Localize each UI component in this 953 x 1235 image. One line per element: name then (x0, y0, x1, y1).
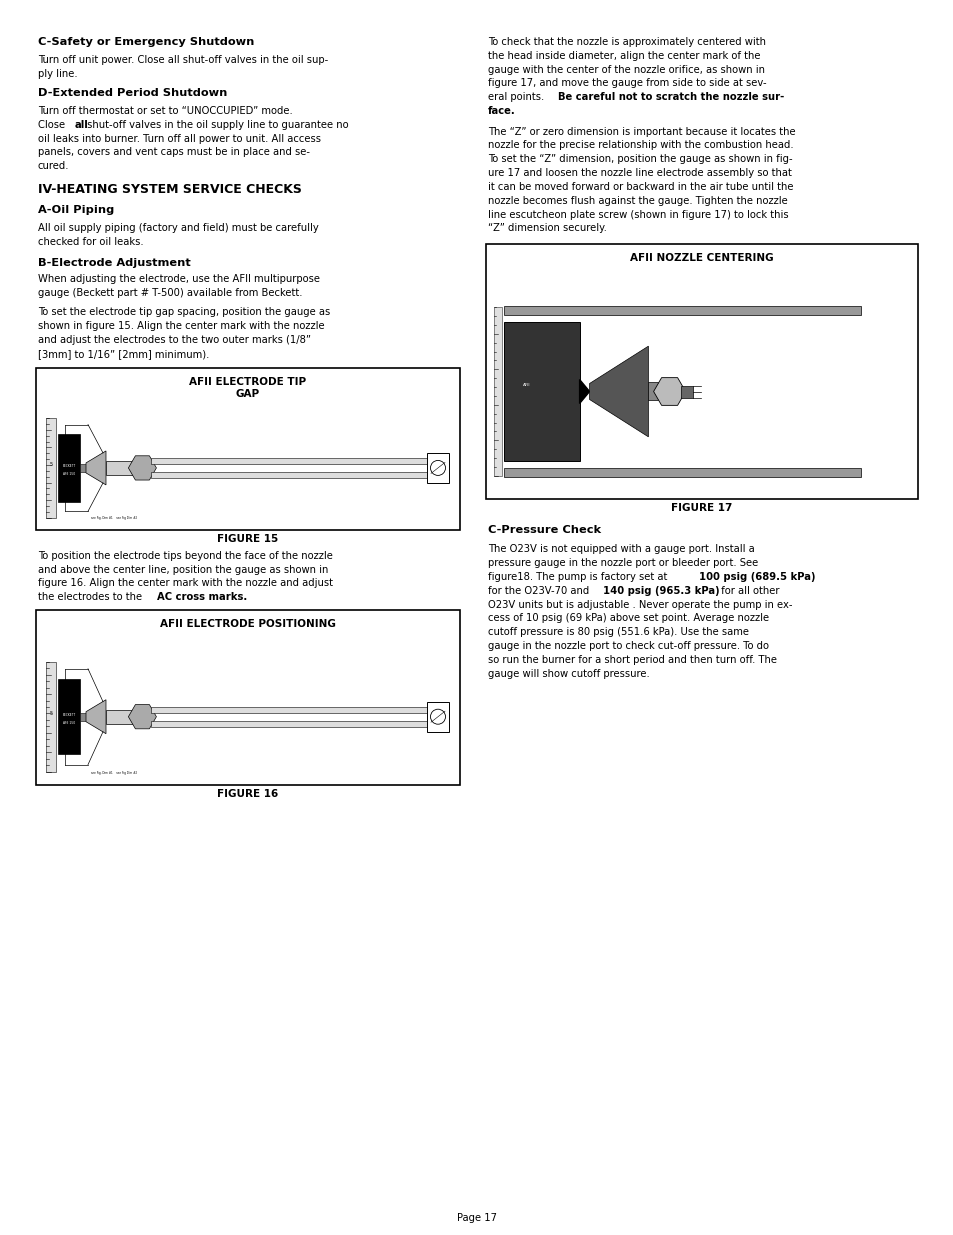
Bar (58, 679, 80, 755)
Bar (680, 385, 692, 398)
Bar (151, 472, 449, 478)
Bar (36, 610, 459, 785)
Text: gauge in the nozzle port to check cut-off pressure. To do: gauge in the nozzle port to check cut-of… (488, 641, 768, 651)
Text: A-Oil Piping: A-Oil Piping (38, 205, 114, 215)
Bar (503, 322, 579, 461)
Text: shut-off valves in the oil supply line to guarantee no: shut-off valves in the oil supply line t… (84, 120, 348, 130)
Bar (80, 464, 86, 472)
Text: BECKETT: BECKETT (62, 713, 75, 716)
Text: C-Pressure Check: C-Pressure Check (488, 525, 600, 535)
Text: cutoff pressure is 80 psig (551.6 kPa). Use the same: cutoff pressure is 80 psig (551.6 kPa). … (488, 627, 748, 637)
Text: O23V units but is adjustable . Never operate the pump in ex-: O23V units but is adjustable . Never ope… (488, 600, 792, 610)
Text: ply line.: ply line. (38, 69, 77, 79)
Bar (36, 368, 459, 530)
Polygon shape (589, 346, 648, 437)
Text: AFII 150: AFII 150 (63, 721, 75, 725)
Text: and adjust the electrodes to the two outer marks (1/8”: and adjust the electrodes to the two out… (38, 335, 311, 345)
Text: To position the electrode tips beyond the face of the nozzle: To position the electrode tips beyond th… (38, 551, 333, 561)
Text: Be careful not to scratch the nozzle sur-: Be careful not to scratch the nozzle sur… (558, 93, 783, 103)
Text: D-Extended Period Shutdown: D-Extended Period Shutdown (38, 88, 227, 98)
Text: and above the center line, position the gauge as shown in: and above the center line, position the … (38, 564, 328, 574)
Text: AFII ELECTRODE TIP
GAP: AFII ELECTRODE TIP GAP (190, 377, 306, 399)
Bar (485, 245, 917, 499)
Text: Page 17: Page 17 (456, 1213, 497, 1223)
Text: so run the burner for a short period and then turn off. The: so run the burner for a short period and… (488, 655, 776, 664)
Text: figure18. The pump is factory set at: figure18. The pump is factory set at (488, 572, 670, 582)
Bar (80, 713, 86, 721)
Text: all: all (74, 120, 89, 130)
Text: gauge will show cutoff pressure.: gauge will show cutoff pressure. (488, 668, 649, 678)
Text: To set the “Z” dimension, position the gauge as shown in fig-: To set the “Z” dimension, position the g… (488, 154, 792, 164)
Text: The O23V is not equipped with a gauge port. Install a: The O23V is not equipped with a gauge po… (488, 545, 754, 555)
Bar (151, 706, 449, 713)
Text: FIGURE 16: FIGURE 16 (217, 789, 278, 799)
Bar (494, 308, 501, 475)
Text: line escutcheon plate screw (shown in figure 17) to lock this: line escutcheon plate screw (shown in fi… (488, 210, 788, 220)
Text: oil leaks into burner. Turn off all power to unit. All access: oil leaks into burner. Turn off all powe… (38, 133, 320, 143)
Text: gauge with the center of the nozzle orifice, as shown in: gauge with the center of the nozzle orif… (488, 64, 764, 74)
Text: figure 17, and move the gauge from side to side at sev-: figure 17, and move the gauge from side … (488, 78, 766, 89)
Text: The “Z” or zero dimension is important because it locates the: The “Z” or zero dimension is important b… (488, 127, 795, 137)
Bar (503, 306, 861, 315)
Bar (46, 419, 56, 517)
Bar (106, 461, 133, 475)
Bar (427, 701, 449, 731)
Text: figure 16. Align the center mark with the nozzle and adjust: figure 16. Align the center mark with th… (38, 578, 333, 588)
Text: FIGURE 15: FIGURE 15 (217, 535, 278, 545)
Text: gauge (Beckett part # T-500) available from Beckett.: gauge (Beckett part # T-500) available f… (38, 288, 302, 298)
Bar (503, 468, 861, 477)
Text: the head inside diameter, align the center mark of the: the head inside diameter, align the cent… (488, 51, 760, 61)
Text: All oil supply piping (factory and field) must be carefully: All oil supply piping (factory and field… (38, 224, 318, 233)
Text: nozzle becomes flush against the gauge. Tighten the nozzle: nozzle becomes flush against the gauge. … (488, 195, 787, 206)
Text: To check that the nozzle is approximately centered with: To check that the nozzle is approximatel… (488, 37, 765, 47)
Text: 5: 5 (50, 710, 52, 716)
Text: face.: face. (488, 106, 516, 116)
Text: it can be moved forward or backward in the air tube until the: it can be moved forward or backward in t… (488, 182, 793, 191)
Text: panels, covers and vent caps must be in place and se-: panels, covers and vent caps must be in … (38, 147, 310, 157)
Text: “Z” dimension securely.: “Z” dimension securely. (488, 224, 606, 233)
Polygon shape (579, 379, 589, 404)
Text: shown in figure 15. Align the center mark with the nozzle: shown in figure 15. Align the center mar… (38, 321, 324, 331)
Text: Turn off thermostat or set to “UNOCCUPIED” mode.: Turn off thermostat or set to “UNOCCUPIE… (38, 106, 293, 116)
Text: AFII NOZZLE CENTERING: AFII NOZZLE CENTERING (630, 253, 773, 263)
Text: To set the electrode tip gap spacing, position the gauge as: To set the electrode tip gap spacing, po… (38, 308, 330, 317)
Bar (151, 721, 449, 726)
Text: eral points.: eral points. (488, 93, 547, 103)
Text: Turn off unit power. Close all shut-off valves in the oil sup-: Turn off unit power. Close all shut-off … (38, 54, 328, 65)
Text: 100 psig (689.5 kPa): 100 psig (689.5 kPa) (699, 572, 815, 582)
Text: AC cross marks.: AC cross marks. (157, 592, 247, 603)
Text: BECKETT: BECKETT (62, 464, 75, 468)
Bar (648, 383, 658, 400)
Text: see Fig. Dim #1    see Fig Dim #2: see Fig. Dim #1 see Fig Dim #2 (91, 771, 137, 776)
Bar (58, 433, 80, 501)
Text: Close: Close (38, 120, 69, 130)
Polygon shape (86, 700, 106, 734)
Text: the electrodes to the: the electrodes to the (38, 592, 145, 603)
Text: FIGURE 17: FIGURE 17 (671, 503, 732, 513)
Text: for all other: for all other (718, 585, 779, 595)
Bar (106, 710, 133, 724)
Text: for the O23V-70 and: for the O23V-70 and (488, 585, 592, 595)
Text: nozzle for the precise relationship with the combustion head.: nozzle for the precise relationship with… (488, 141, 793, 151)
Polygon shape (86, 451, 106, 485)
Text: AFII: AFII (522, 384, 530, 388)
Text: IV-HEATING SYSTEM SERVICE CHECKS: IV-HEATING SYSTEM SERVICE CHECKS (38, 183, 301, 196)
Text: AFII 150: AFII 150 (63, 472, 75, 475)
Bar (46, 662, 56, 772)
Text: cured.: cured. (38, 162, 70, 172)
Bar (427, 453, 449, 483)
Text: see Fig. Dim #1    see Fig Dim #2: see Fig. Dim #1 see Fig Dim #2 (91, 516, 137, 520)
Text: B-Electrode Adjustment: B-Electrode Adjustment (38, 258, 191, 268)
Text: ure 17 and loosen the nozzle line electrode assembly so that: ure 17 and loosen the nozzle line electr… (488, 168, 791, 178)
Text: When adjusting the electrode, use the AFII multipurpose: When adjusting the electrode, use the AF… (38, 274, 319, 284)
Text: 140 psig (965.3 kPa): 140 psig (965.3 kPa) (602, 585, 719, 595)
Text: cess of 10 psig (69 kPa) above set point. Average nozzle: cess of 10 psig (69 kPa) above set point… (488, 614, 768, 624)
Text: [3mm] to 1/16” [2mm] minimum).: [3mm] to 1/16” [2mm] minimum). (38, 348, 209, 359)
Text: AFII ELECTRODE POSITIONING: AFII ELECTRODE POSITIONING (160, 619, 335, 629)
Text: pressure gauge in the nozzle port or bleeder port. See: pressure gauge in the nozzle port or ble… (488, 558, 758, 568)
Text: C-Safety or Emergency Shutdown: C-Safety or Emergency Shutdown (38, 37, 254, 47)
Bar (151, 458, 449, 464)
Text: 5: 5 (50, 462, 52, 467)
Text: checked for oil leaks.: checked for oil leaks. (38, 237, 144, 247)
